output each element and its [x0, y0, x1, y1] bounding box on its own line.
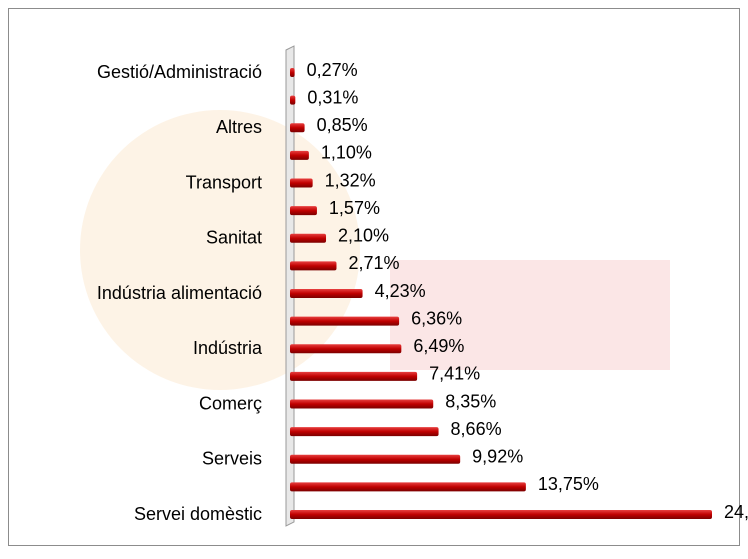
bar	[290, 427, 439, 436]
y-tick-label: Transport	[186, 172, 262, 192]
value-label: 7,41%	[429, 364, 480, 384]
bar	[290, 482, 526, 491]
value-label: 1,32%	[325, 170, 376, 190]
value-label: 1,57%	[329, 198, 380, 218]
y-tick-label: Sanitat	[206, 228, 262, 248]
bar	[290, 372, 417, 381]
value-label: 8,66%	[451, 419, 502, 439]
value-label: 2,10%	[338, 226, 389, 246]
bar	[290, 317, 399, 326]
bar	[290, 151, 309, 160]
bar	[290, 510, 712, 519]
y-tick-label: Serveis	[202, 449, 262, 469]
value-label: 13,75%	[538, 474, 599, 494]
bar	[290, 261, 336, 270]
y-tick-label: Indústria alimentació	[97, 283, 262, 303]
bar	[290, 179, 313, 188]
bar	[290, 289, 363, 298]
axis-wall	[286, 46, 294, 526]
value-label: 1,10%	[321, 143, 372, 163]
value-label: 4,23%	[375, 281, 426, 301]
bar	[290, 123, 305, 132]
page: Gestió/Administració 0,27% 0,31% Altres 0,85…	[0, 0, 748, 559]
bar	[290, 234, 326, 243]
value-label: 0,31%	[307, 87, 358, 107]
bar	[290, 344, 401, 353]
value-label: 6,49%	[413, 336, 464, 356]
value-label: 0,85%	[317, 115, 368, 135]
y-tick-label: Comerç	[199, 393, 262, 413]
bar	[290, 455, 460, 464]
value-label: 0,27%	[307, 60, 358, 80]
value-label: 6,36%	[411, 308, 462, 328]
value-label: 2,71%	[348, 253, 399, 273]
y-tick-label: Gestió/Administració	[97, 62, 262, 82]
value-label: 8,35%	[445, 391, 496, 411]
value-label: 9,92%	[472, 447, 523, 467]
bar	[290, 400, 433, 409]
value-label: 24,60%	[724, 502, 748, 522]
y-tick-label: Altres	[216, 117, 262, 137]
bar	[290, 68, 295, 77]
y-tick-label: Indústria	[193, 338, 263, 358]
bar	[290, 206, 317, 215]
bar	[290, 96, 295, 105]
y-tick-label: Servei domèstic	[134, 504, 262, 524]
chart: Gestió/Administració 0,27% 0,31% Altres 0,85…	[0, 0, 748, 554]
